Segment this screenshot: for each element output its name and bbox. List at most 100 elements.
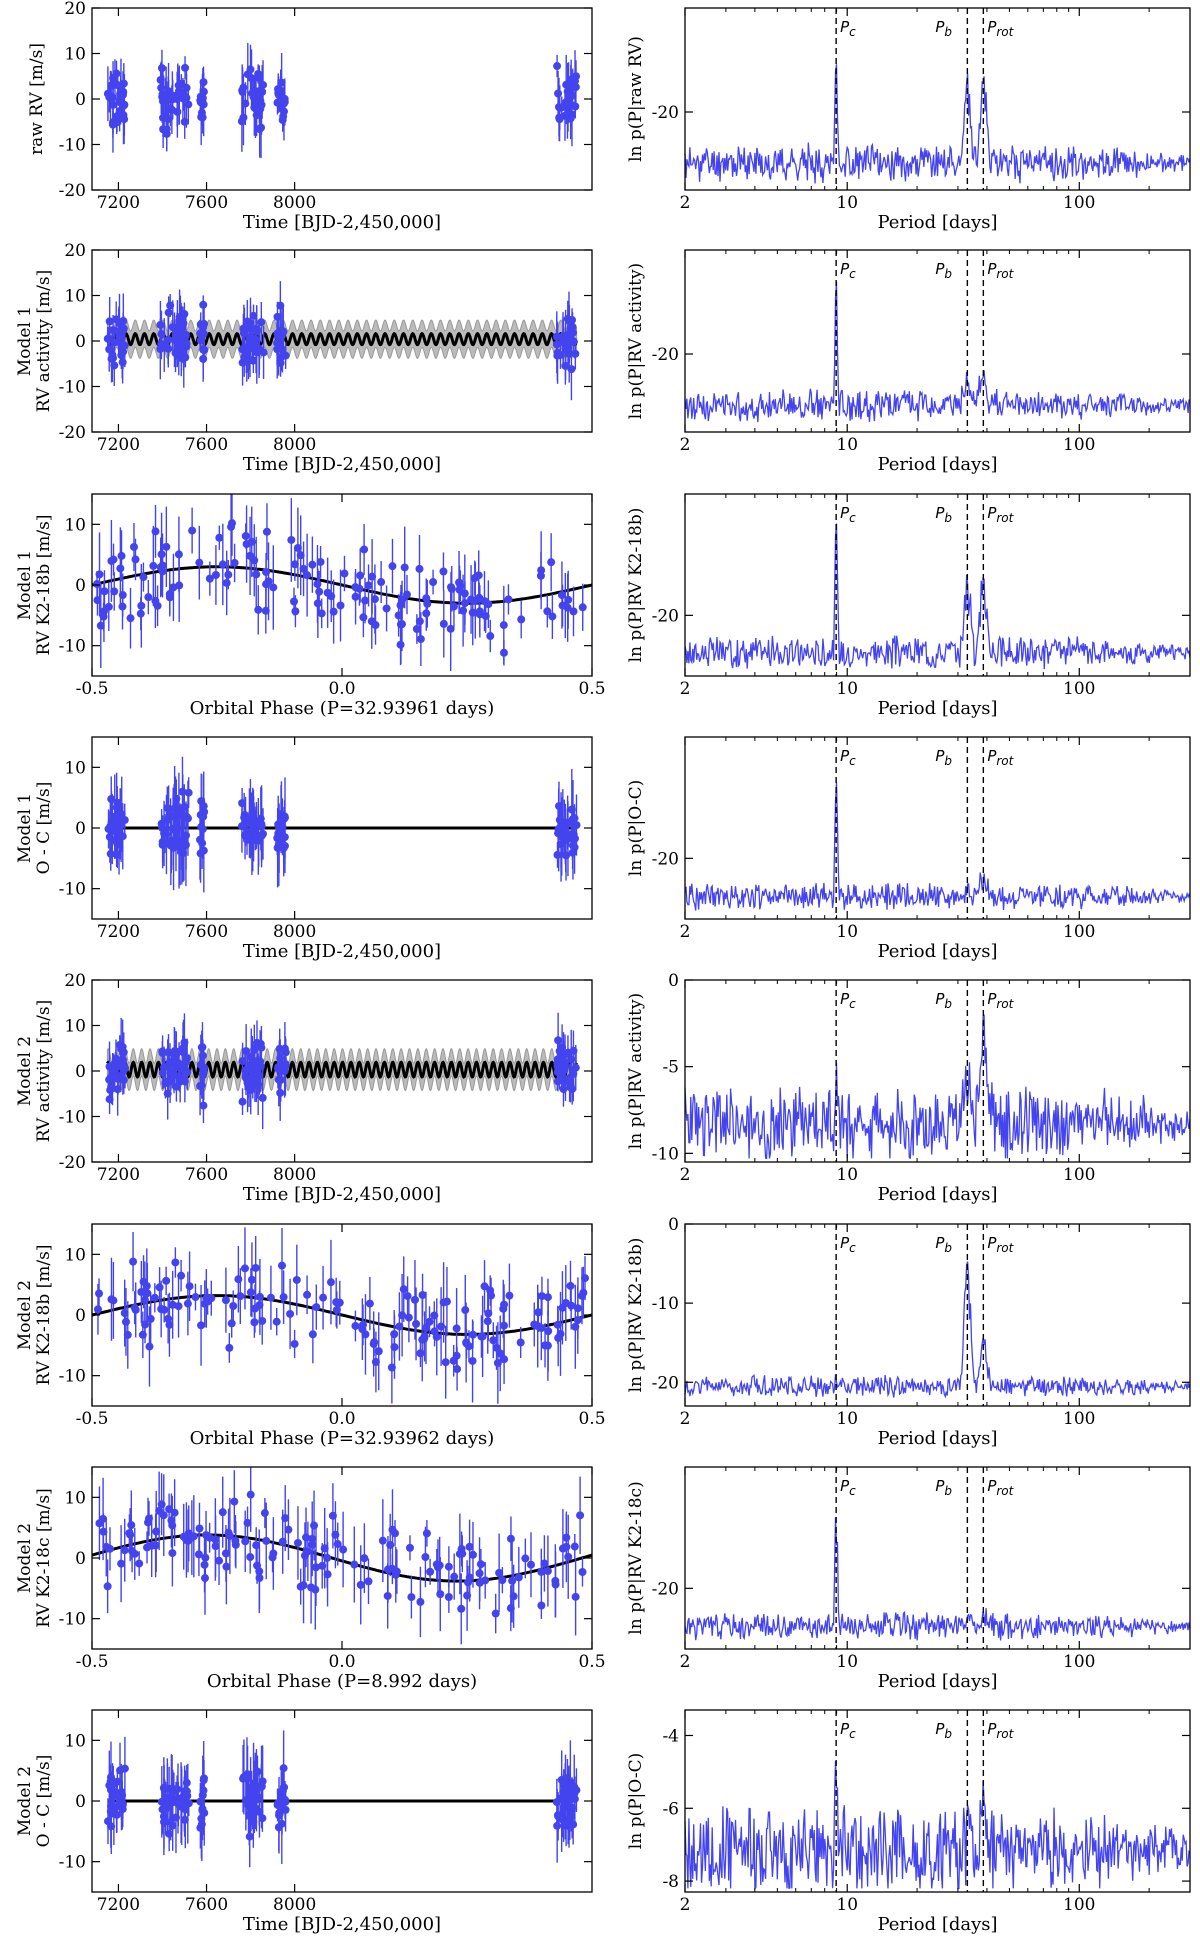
y-axis-label: O - C [m/s]: [34, 1755, 54, 1848]
xtick-label: 100: [1063, 1895, 1095, 1915]
data-point: [402, 590, 411, 599]
data-point: [247, 820, 256, 829]
data-point: [181, 1787, 190, 1796]
data-point: [387, 1363, 396, 1372]
xtick-label: 100: [1063, 1165, 1095, 1185]
periodogram-panel-3: Pc Pb Prot -20 2 10 100 Period [days] ln p(P|RV …: [626, 249, 1191, 475]
data-point: [112, 69, 121, 78]
data-point: [504, 595, 513, 604]
data-point: [273, 98, 282, 107]
data-point: [547, 558, 556, 567]
data-point: [105, 1062, 114, 1071]
periodogram-panel-5: Pc Pb Prot -20 2 10 100 Period [days] ln p(P|RV …: [626, 493, 1191, 719]
data-point: [312, 1303, 321, 1312]
data-point: [446, 583, 455, 592]
data-point: [416, 635, 425, 644]
xtick-label: 0.5: [578, 1652, 605, 1672]
ytick-label: -10: [59, 1853, 86, 1873]
data-point: [526, 1560, 535, 1569]
data-point: [129, 1257, 138, 1266]
data-point: [119, 347, 128, 356]
data-point: [173, 1785, 182, 1794]
data-point: [117, 551, 126, 560]
data-point: [95, 1289, 104, 1298]
data-point: [360, 545, 369, 554]
data-point: [254, 605, 263, 614]
ytick-label: 10: [64, 287, 86, 307]
data-point: [499, 621, 508, 630]
data-point: [238, 1057, 247, 1066]
xtick-label: 10: [836, 193, 858, 213]
data-point: [164, 1314, 173, 1323]
xtick-label: 7600: [185, 1895, 228, 1915]
data-point: [382, 604, 391, 613]
x-axis-label: Time [BJD-2,450,000]: [243, 212, 441, 233]
data-point: [157, 64, 166, 73]
data-point: [239, 113, 248, 122]
data-point: [374, 1347, 383, 1356]
data-point: [201, 1553, 210, 1562]
data-point: [308, 1534, 317, 1543]
data-point: [163, 1089, 172, 1098]
data-point: [191, 1293, 200, 1302]
data-point: [231, 1536, 240, 1545]
data-point: [167, 1784, 176, 1793]
xtick-label: 8000: [273, 1895, 316, 1915]
data-point: [251, 1263, 260, 1272]
data-point: [396, 601, 405, 610]
data-point: [452, 1324, 461, 1333]
data-point: [509, 1592, 518, 1601]
data-point: [293, 543, 302, 552]
data-point: [109, 100, 118, 109]
data-point: [199, 1067, 208, 1076]
x-axis-label: Period [days]: [877, 212, 997, 233]
data-point: [278, 345, 287, 354]
data-point: [567, 110, 576, 119]
data-point: [162, 96, 171, 105]
xtick-label: 2: [680, 679, 691, 699]
data-point: [119, 1048, 128, 1057]
periodogram-panel-9: Pc Pb Prot -10 -5 0 2 10 100 Period [days] ln p(P|…: [626, 971, 1191, 1205]
data-point: [439, 619, 448, 628]
period-marker-label: Pc: [840, 990, 856, 1011]
data-point: [248, 1055, 257, 1064]
x-axis-label: Time [BJD-2,450,000]: [243, 1914, 441, 1935]
xtick-label: 7600: [185, 922, 228, 942]
data-point: [108, 353, 117, 362]
data-point: [433, 1563, 442, 1572]
period-marker-label: Prot: [987, 747, 1014, 768]
data-point: [555, 1047, 564, 1056]
data-point: [120, 1065, 129, 1074]
data-point: [211, 571, 220, 580]
period-marker-label: Pb: [935, 260, 952, 281]
data-point: [563, 603, 572, 612]
data-point: [570, 1542, 579, 1551]
data-point: [238, 86, 247, 95]
data-point: [279, 112, 288, 121]
data-point: [242, 1047, 251, 1056]
data-point: [416, 1349, 425, 1358]
data-point: [405, 1543, 414, 1552]
data-point: [291, 607, 300, 616]
data-point: [236, 1292, 245, 1301]
y-axis-label: RV K2-18b [m/s]: [34, 1245, 54, 1386]
data-point: [561, 1299, 570, 1308]
data-point: [536, 571, 545, 580]
axes-frame: [684, 1709, 1191, 1893]
data-point: [184, 788, 193, 797]
data-point: [252, 96, 261, 105]
data-point: [554, 829, 563, 838]
data-point: [412, 624, 421, 633]
data-point: [517, 615, 526, 624]
data-point: [160, 341, 169, 350]
data-point: [139, 573, 148, 582]
period-marker-label: Prot: [987, 260, 1014, 281]
data-point: [225, 1531, 234, 1540]
data-point: [370, 1338, 379, 1347]
data-point: [229, 1301, 238, 1310]
data-point: [159, 1812, 168, 1821]
x-axis-label: Period [days]: [877, 1428, 997, 1449]
y-axis-label: RV K2-18c [m/s]: [34, 1488, 54, 1628]
xtick-label: 100: [1063, 435, 1095, 455]
